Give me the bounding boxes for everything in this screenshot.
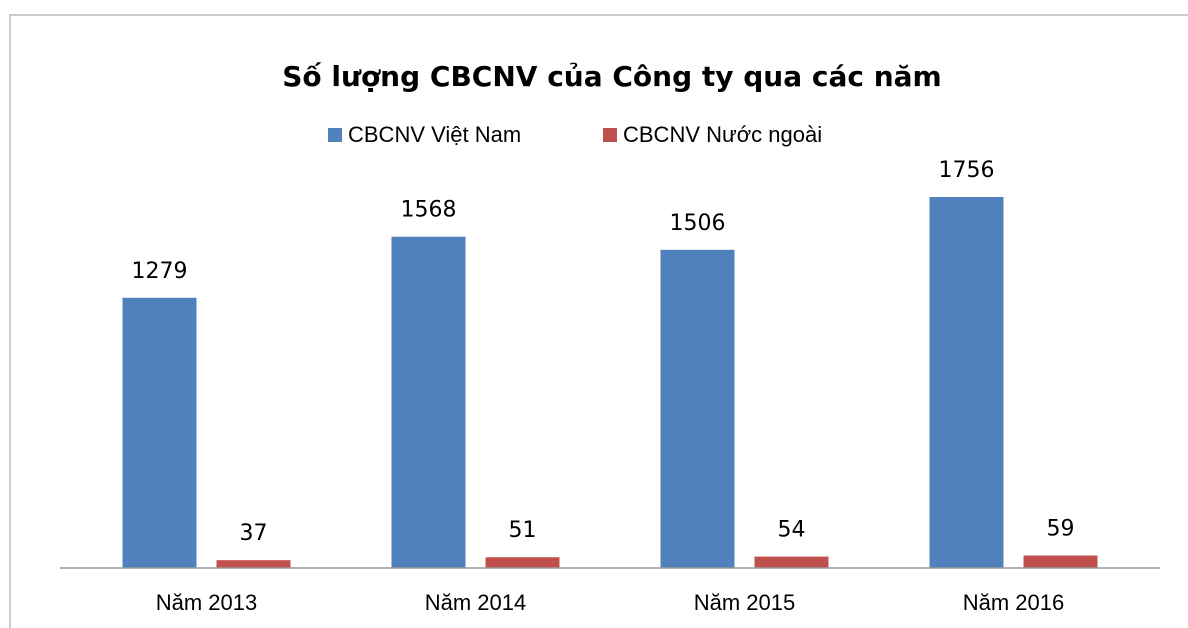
legend-label: CBCNV Việt Nam [348, 122, 521, 147]
chart-title: Số lượng CBCNV của Công ty qua các năm [282, 60, 941, 93]
bar [485, 557, 560, 568]
chart-frame [9, 14, 1188, 628]
legend-label: CBCNV Nước ngoài [623, 122, 822, 147]
legend-swatch [328, 128, 342, 142]
x-tick-label: Năm 2015 [694, 590, 796, 615]
data-label: 1279 [132, 259, 188, 284]
data-label: 37 [240, 521, 268, 546]
bar [660, 249, 735, 568]
data-label: 54 [778, 518, 806, 543]
data-label: 51 [509, 518, 537, 543]
data-label: 1506 [670, 211, 726, 236]
x-tick-label: Năm 2016 [963, 590, 1065, 615]
bar [391, 236, 466, 568]
data-label: 59 [1047, 517, 1075, 542]
x-tick-label: Năm 2013 [156, 590, 258, 615]
legend-swatch [603, 128, 617, 142]
bar [929, 197, 1004, 568]
bar [216, 560, 291, 568]
bar [754, 556, 829, 568]
x-tick-label: Năm 2014 [425, 590, 527, 615]
data-label: 1756 [939, 158, 995, 183]
bar [1023, 555, 1098, 568]
data-label: 1568 [401, 198, 457, 223]
bar [122, 297, 197, 568]
